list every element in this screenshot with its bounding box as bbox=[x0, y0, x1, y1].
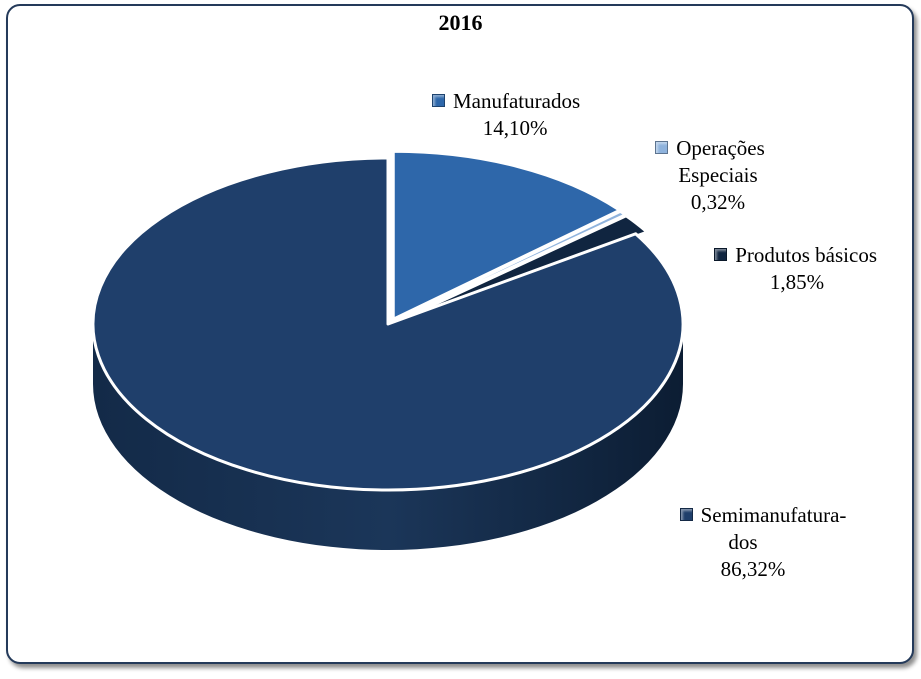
swatch-produtos-basicos bbox=[714, 248, 728, 261]
label-value: 14,10% bbox=[482, 116, 548, 140]
swatch-manufaturados bbox=[432, 94, 445, 107]
label-name-line2: dos bbox=[728, 530, 758, 554]
label-semimanufaturados: Semimanufatura- dos 86,32% bbox=[668, 502, 858, 583]
label-value: 86,32% bbox=[720, 557, 786, 581]
label-name-line2: Especiais bbox=[678, 163, 758, 187]
slice-semimanufaturados bbox=[91, 156, 685, 492]
label-name: Manufaturados bbox=[453, 89, 581, 113]
label-name: Produtos básicos bbox=[735, 243, 877, 267]
swatch-semimanufaturados bbox=[679, 508, 693, 521]
slice-produtos-b-sicos bbox=[397, 215, 647, 323]
label-produtos-basicos: Produtos básicos 1,85% bbox=[697, 242, 877, 296]
label-operacoes-especiais: Operações Especiais 0,32% bbox=[650, 135, 770, 216]
swatch-operacoes-especiais bbox=[655, 141, 669, 154]
slice-opera-es-especiais bbox=[395, 211, 625, 321]
label-value: 0,32% bbox=[690, 190, 746, 214]
label-value: 1,85% bbox=[769, 270, 825, 294]
label-name: Semimanufatura- bbox=[700, 503, 847, 527]
chart-title: 2016 bbox=[438, 10, 483, 35]
slice-side-3 bbox=[93, 324, 683, 550]
label-name: Operações bbox=[676, 136, 765, 160]
slice-manufaturados bbox=[393, 151, 619, 319]
label-manufaturados: Manufaturados 14,10% bbox=[432, 88, 580, 142]
